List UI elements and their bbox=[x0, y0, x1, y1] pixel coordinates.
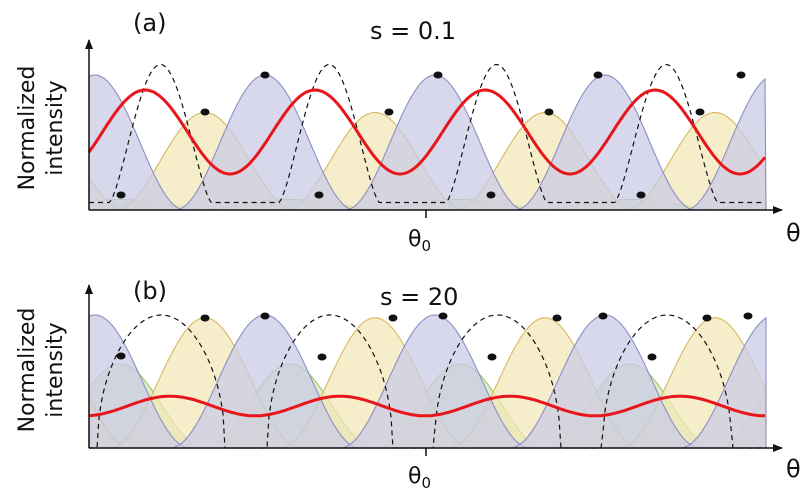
panel-a-dots bbox=[116, 71, 746, 199]
panel-b-tick-label: θ0 bbox=[408, 464, 431, 492]
panel-b-param: s = 20 bbox=[380, 283, 458, 311]
panel-a-sample-dot bbox=[486, 191, 496, 199]
panel-b-sample-dot bbox=[200, 314, 210, 322]
panel-b-blue-bump bbox=[339, 314, 531, 449]
panel-a-red-curve bbox=[87, 88, 767, 176]
panel-b-ylabel-line2: intensity bbox=[43, 322, 68, 417]
panel-a-sample-dot bbox=[314, 191, 324, 199]
panel-b-sample-dot bbox=[647, 353, 657, 361]
panel-a-dashed-line bbox=[89, 63, 765, 204]
panel-b-blue-curves bbox=[88, 314, 767, 449]
panel-a-sample-dot bbox=[116, 191, 126, 199]
panel-b-dots bbox=[116, 312, 753, 361]
panel-b-sample-dot bbox=[743, 312, 753, 320]
panel-b-dashed-line bbox=[89, 314, 765, 449]
panel-b: (b) s = 20 Normalized intensity θ θ0 bbox=[15, 277, 801, 492]
panel-a-sample-dot bbox=[636, 191, 646, 199]
panel-a-sample-dot bbox=[736, 71, 746, 79]
panel-a-tick-label: θ0 bbox=[408, 227, 431, 255]
panel-a-red-line bbox=[87, 88, 767, 176]
panel-b-sample-dot bbox=[552, 314, 562, 322]
panel-b-tick-sub: 0 bbox=[421, 474, 431, 492]
panel-a-ylabel-line1: Normalized bbox=[15, 66, 40, 191]
panel-b-sample-dot bbox=[116, 352, 126, 360]
panel-a-sample-dot bbox=[544, 108, 554, 116]
panel-b-red-line bbox=[88, 394, 765, 418]
panel-a-sample-dot bbox=[200, 108, 210, 116]
panel-a-label: (a) bbox=[133, 9, 166, 37]
panel-a-dashed-curve bbox=[89, 63, 765, 204]
panel-a-tick-main: θ bbox=[408, 227, 421, 252]
panel-a-sample-dot bbox=[695, 108, 705, 116]
panel-b-sample-dot bbox=[487, 353, 497, 361]
panel-a-ylabel-line2: intensity bbox=[43, 80, 68, 175]
panel-a-sample-dot bbox=[384, 108, 394, 116]
panel-b-sample-dot bbox=[598, 312, 608, 320]
panel-b-blue-bump bbox=[88, 314, 190, 449]
panel-a-sample-dot bbox=[593, 71, 603, 79]
panel-b-red-curve bbox=[88, 394, 765, 418]
panel-b-dashed-curve bbox=[89, 314, 765, 449]
panel-b-blue-bump bbox=[679, 316, 767, 449]
panel-b-label: (b) bbox=[133, 277, 167, 305]
panel-a-xlabel: θ bbox=[786, 219, 801, 247]
panel-a-blue-bump bbox=[88, 74, 186, 211]
panel-a-sample-dot bbox=[433, 71, 443, 79]
panel-a-param: s = 0.1 bbox=[370, 17, 456, 45]
panel-a-tick-sub: 0 bbox=[421, 237, 431, 255]
panel-a: (a) s = 0.1 Normalized intensity θ θ0 bbox=[15, 9, 801, 255]
panel-a-blue-bump bbox=[684, 77, 767, 211]
panel-b-xlabel: θ bbox=[786, 455, 801, 483]
panel-b-sample-dot bbox=[260, 312, 270, 320]
panel-b-sample-dot bbox=[438, 312, 448, 320]
panel-b-sample-dot bbox=[702, 314, 712, 322]
panel-b-ylabel-line1: Normalized bbox=[15, 308, 40, 433]
panel-a-sample-dot bbox=[260, 71, 270, 79]
panel-b-sample-dot bbox=[388, 314, 398, 322]
panel-b-tick-main: θ bbox=[408, 464, 421, 489]
panel-b-sample-dot bbox=[317, 353, 327, 361]
